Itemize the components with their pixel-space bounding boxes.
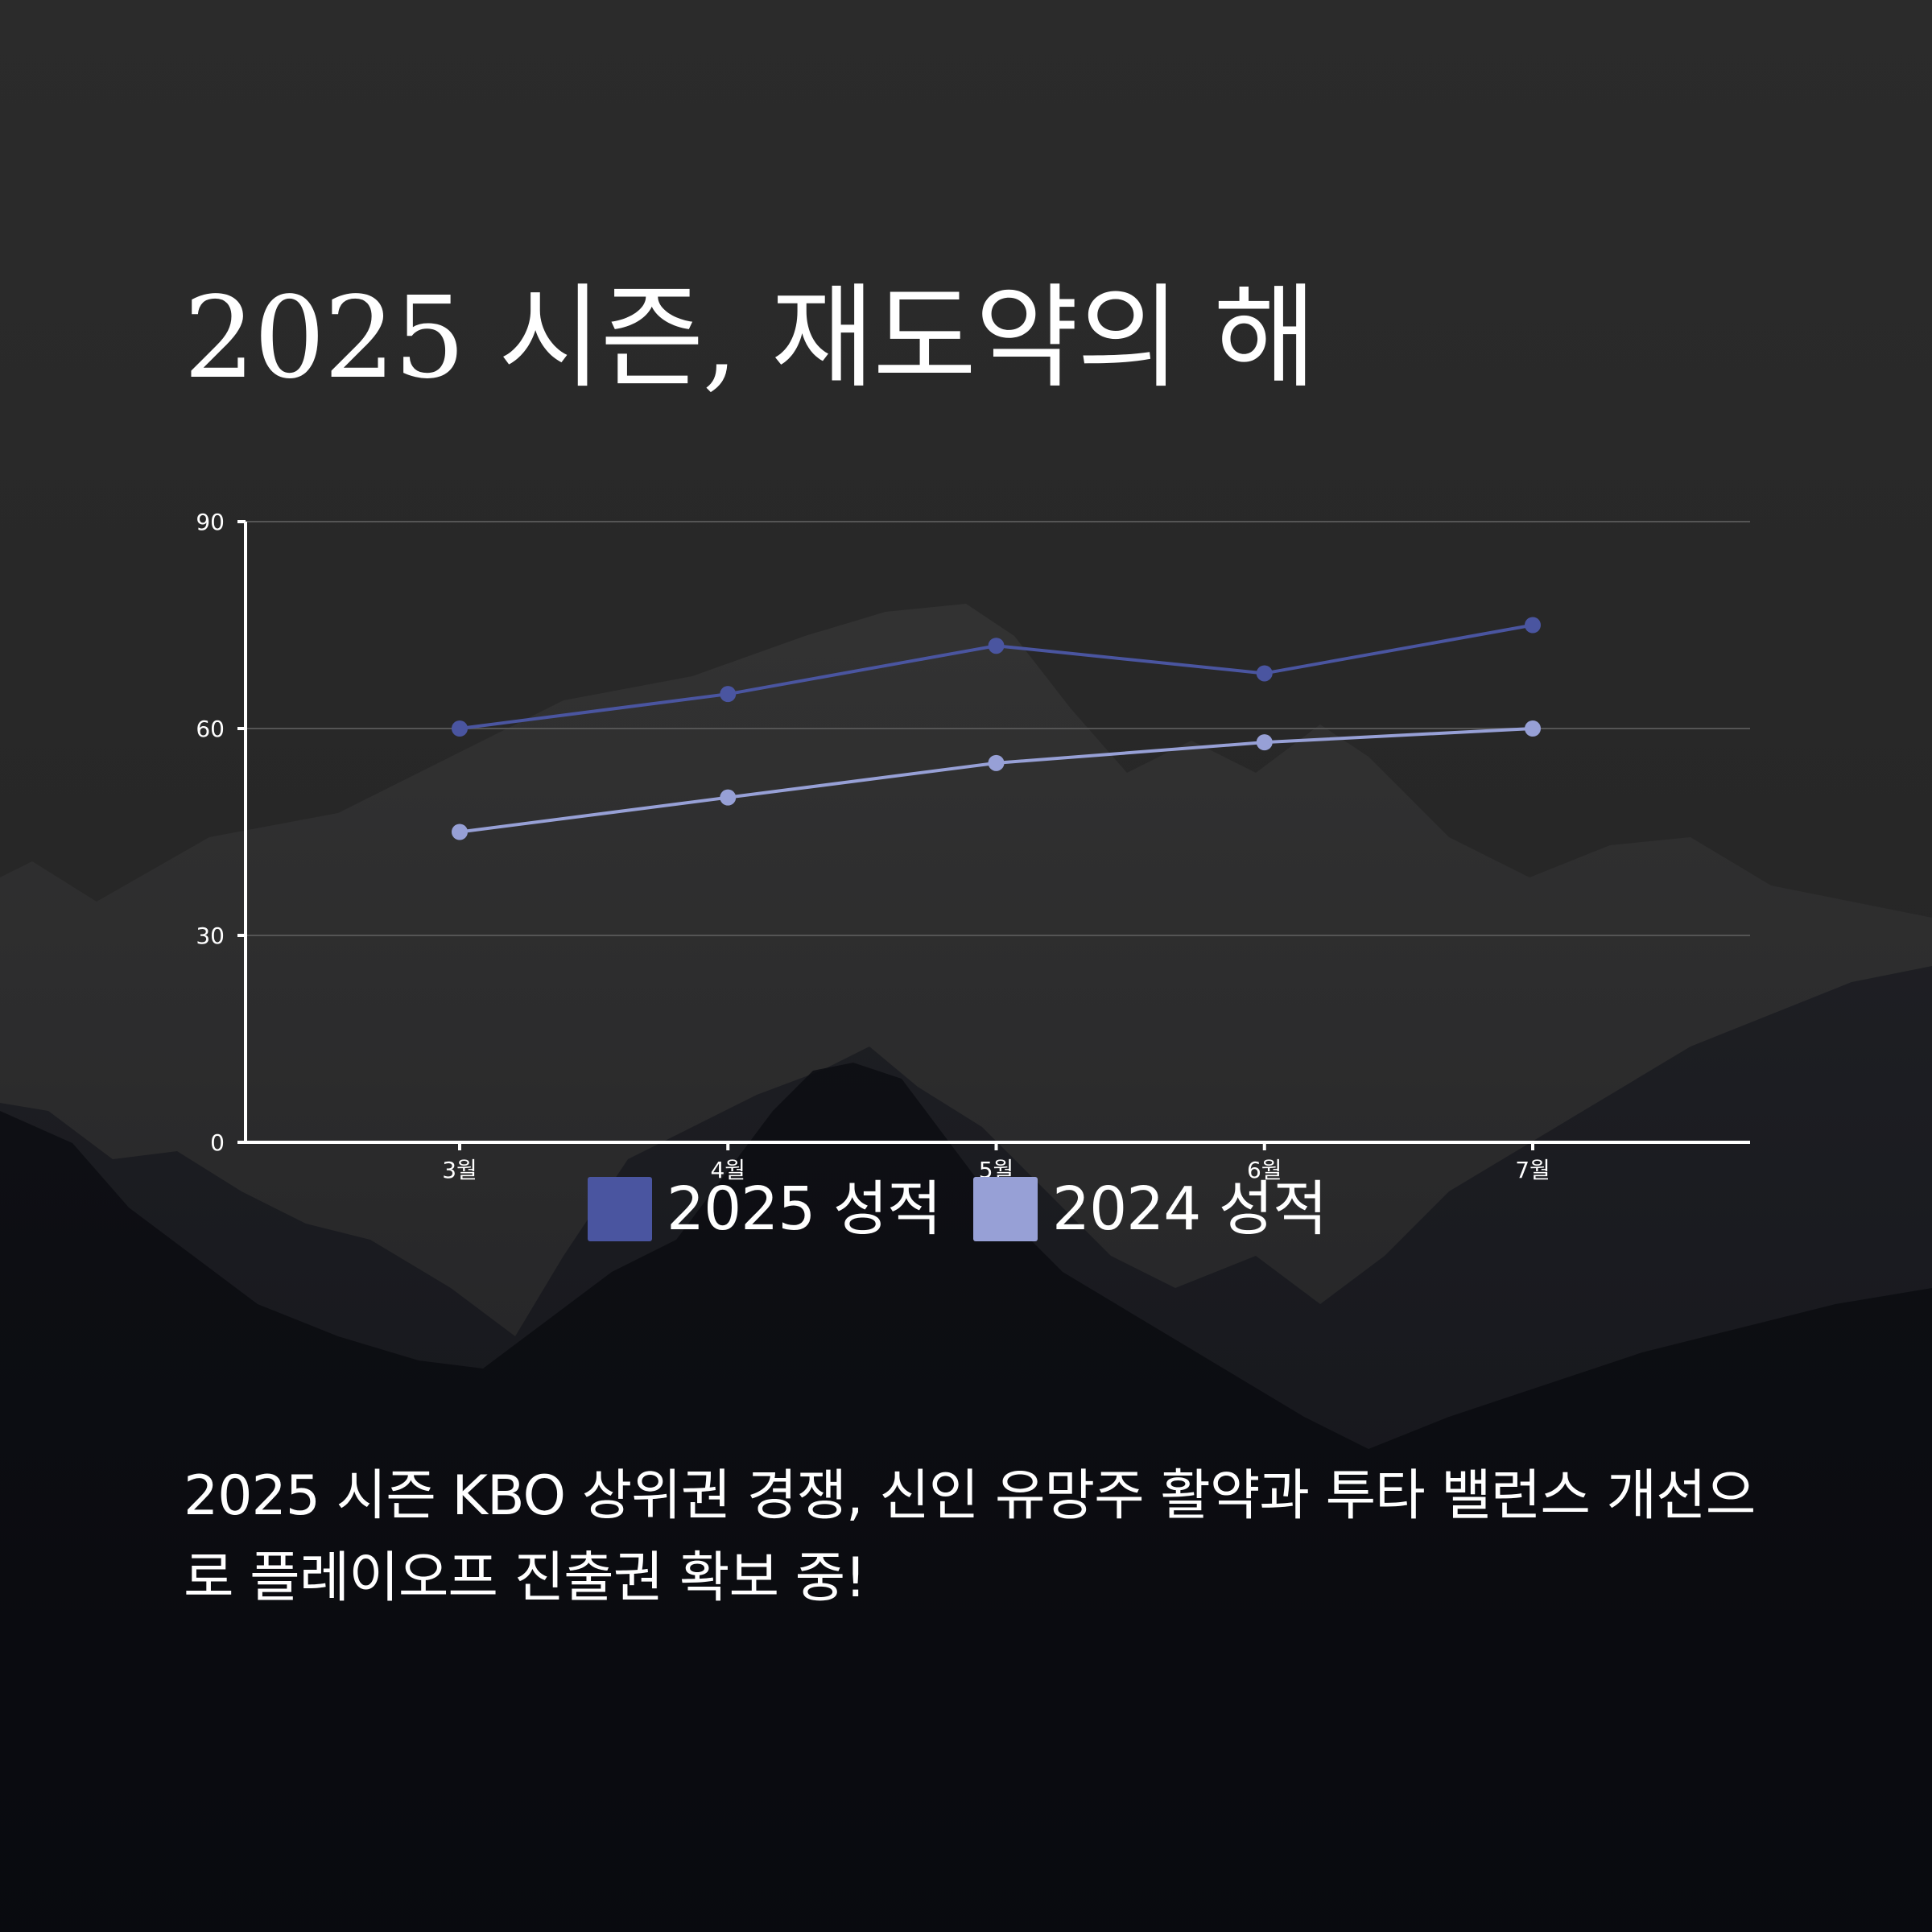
- data-point-series-1: [1256, 734, 1273, 751]
- data-point-series-0: [988, 638, 1005, 654]
- legend-swatch-2024: [973, 1177, 1038, 1241]
- data-point-series-0: [720, 686, 737, 703]
- data-point-series-1: [452, 824, 468, 840]
- data-point-series-0: [1256, 665, 1273, 682]
- y-tick-label: 90: [196, 509, 225, 535]
- x-tick-label: 3월: [442, 1157, 477, 1183]
- legend-swatch-2025: [588, 1177, 652, 1241]
- chart-axes: [244, 522, 1750, 1144]
- y-tick-label: 60: [196, 716, 225, 742]
- legend-label-2025: 2025 성적: [667, 1174, 942, 1244]
- series-line-1: [459, 727, 1534, 834]
- x-tick-label: 7월: [1515, 1157, 1550, 1183]
- data-point-series-0: [452, 720, 468, 737]
- page-title: 2025 시즌, 재도약의 해: [184, 273, 1317, 404]
- chart-legend: 2025 성적 2024 성적: [588, 1177, 1359, 1241]
- data-point-series-1: [988, 754, 1005, 771]
- y-tick-label: 30: [196, 923, 225, 949]
- data-point-series-1: [1525, 720, 1541, 737]
- data-point-series-1: [720, 789, 737, 806]
- caption-text: 2025 시즌 KBO 상위권 경쟁, 신인 유망주 활약과 투타 밸런스 개선…: [184, 1464, 1756, 1610]
- x-tick-label: 4월: [710, 1157, 745, 1183]
- x-tick-label: 6월: [1247, 1157, 1282, 1183]
- y-tick-label: 0: [210, 1129, 225, 1156]
- chart-gridlines: [246, 521, 1750, 936]
- legend-item-2025: 2025 성적: [588, 1174, 942, 1244]
- legend-item-2024: 2024 성적: [973, 1177, 1327, 1241]
- data-point-series-0: [1525, 617, 1541, 634]
- legend-label-2024: 2024 성적: [1052, 1174, 1327, 1244]
- chart-series: [452, 617, 1541, 840]
